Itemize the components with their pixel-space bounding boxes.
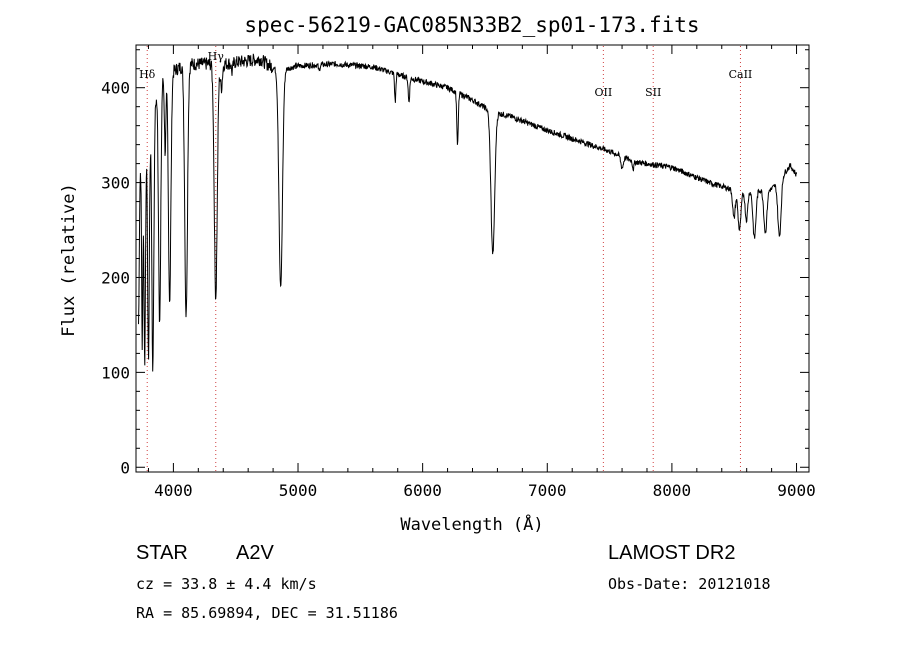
coordinates-text: RA = 85.69894, DEC = 31.51186 (136, 604, 398, 622)
y-tick-label-400: 400 (101, 79, 130, 98)
x-tick-label-9000: 9000 (777, 481, 816, 500)
x-tick-label-8000: 8000 (653, 481, 692, 500)
marker-label-3: SII (645, 86, 661, 99)
object-subclass: A2V (236, 542, 274, 564)
x-tick-label-5000: 5000 (279, 481, 318, 500)
spectrum-line (138, 53, 797, 372)
chart-title: spec-56219-GAC085N33B2_sp01-173.fits (244, 13, 699, 37)
redshift-text: cz = 33.8 ± 4.4 km/s (136, 575, 317, 593)
x-tick-label-4000: 4000 (154, 481, 193, 500)
x-axis-ticks: 4000 5000 6000 7000 8000 9000 (147, 45, 816, 500)
survey-name: LAMOST DR2 (608, 542, 736, 564)
y-tick-label-200: 200 (101, 268, 130, 287)
plot-frame (135, 44, 810, 473)
marker-label-0: Hδ (139, 68, 156, 81)
x-tick-label-7000: 7000 (528, 481, 567, 500)
y-tick-label-100: 100 (101, 363, 130, 382)
line-markers (146, 46, 741, 471)
line-marker-labels: Hδ Hγ OII SII CaII (139, 50, 752, 99)
x-axis-label: Wavelength (Å) (400, 513, 543, 535)
marker-label-1: Hγ (208, 50, 225, 63)
object-class: STAR (136, 542, 188, 564)
y-axis-label: Flux (relative) (59, 183, 79, 337)
marker-label-4: CaII (729, 68, 753, 81)
y-tick-label-300: 300 (101, 174, 130, 193)
x-tick-label-6000: 6000 (403, 481, 442, 500)
y-axis-ticks: 0 100 200 300 400 (101, 49, 809, 477)
obs-date-text: Obs-Date: 20121018 (608, 575, 771, 593)
y-tick-label-0: 0 (120, 458, 130, 477)
marker-label-2: OII (595, 86, 613, 99)
